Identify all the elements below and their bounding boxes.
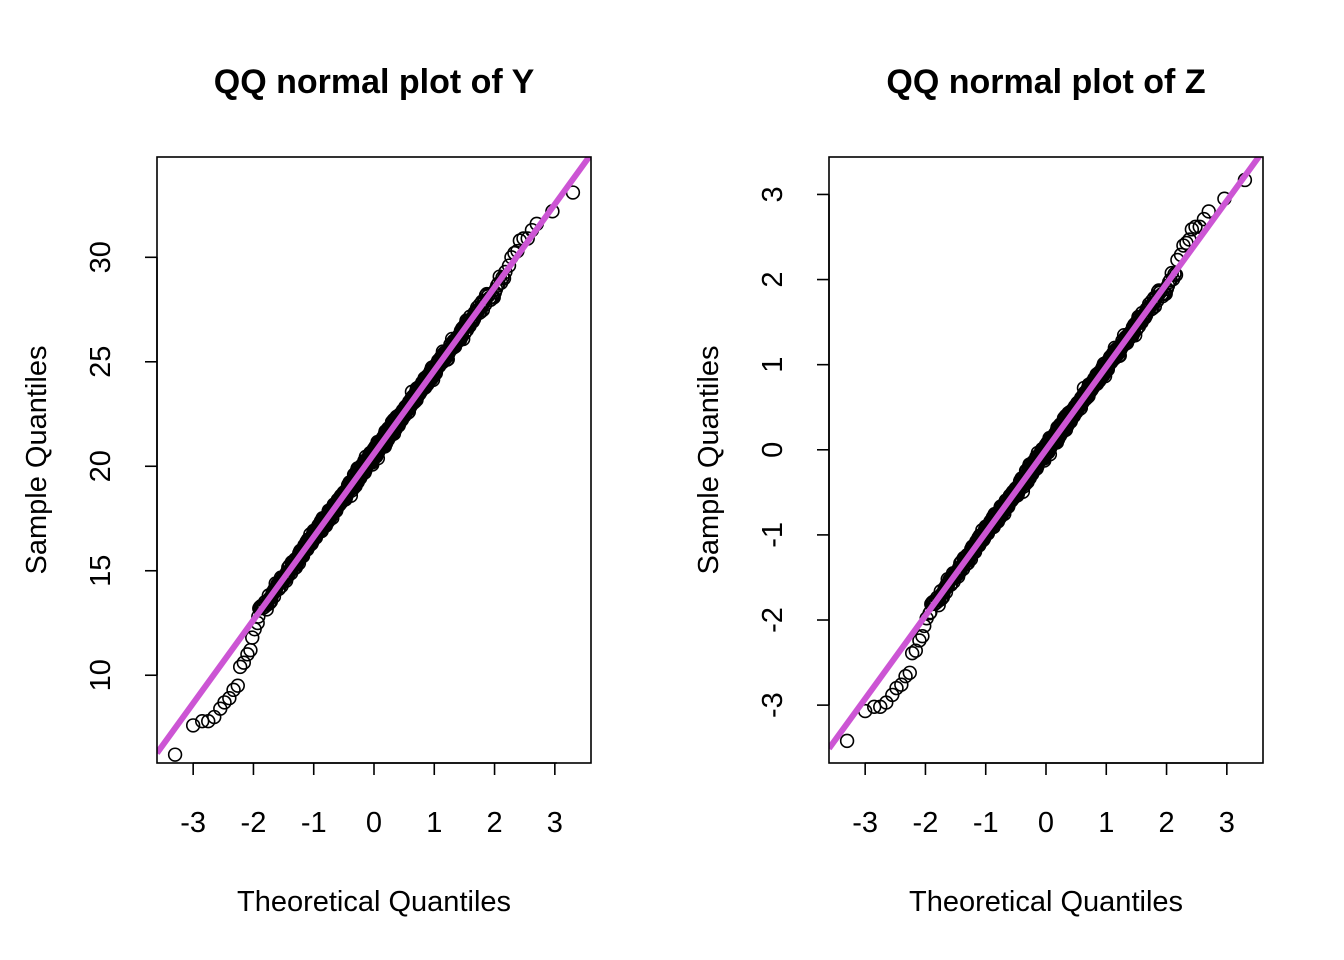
- x-tick-label: -1: [301, 807, 327, 839]
- x-axis: -3 -2 -1 0 1 2 3: [852, 762, 1235, 839]
- data-point: [904, 646, 920, 661]
- data-point: [236, 655, 252, 670]
- data-point: [915, 628, 930, 644]
- y-tick-label: 0: [757, 442, 789, 458]
- chart-title: QQ normal plot of Y: [214, 63, 535, 101]
- plot-area: -3 -2 -1 0 1 2 3 -3 -2 -1 0 1 2 3: [757, 156, 1264, 839]
- y-tick-label: 1: [757, 357, 789, 373]
- x-tick-label: 2: [1158, 807, 1174, 839]
- data-point: [243, 642, 258, 658]
- data-point: [902, 665, 917, 680]
- data-point: [232, 659, 248, 675]
- y-tick-label: -2: [757, 607, 789, 633]
- x-axis-label: Theoretical Quantiles: [237, 886, 511, 918]
- y-axis: -3 -2 -1 0 1 2 3: [757, 186, 830, 718]
- x-tick-label: 1: [1098, 807, 1114, 839]
- chart-title: QQ normal plot of Z: [886, 63, 1205, 101]
- data-point: [912, 633, 927, 648]
- data-point: [898, 668, 913, 684]
- y-tick-label: -3: [757, 692, 789, 718]
- data-point: [245, 630, 260, 645]
- y-axis: 10 15 20 25 30: [85, 241, 158, 691]
- x-axis-label: Theoretical Quantiles: [909, 886, 1183, 918]
- data-point: [222, 691, 237, 706]
- y-tick-label: 30: [85, 241, 117, 273]
- x-tick-label: 0: [366, 807, 382, 839]
- sample-points: [839, 172, 1253, 749]
- data-point: [167, 747, 183, 762]
- data-point: [217, 695, 232, 710]
- data-point: [240, 647, 255, 662]
- plot-area: -3 -2 -1 0 1 2 3 10 15 20 25 30: [85, 156, 592, 839]
- x-tick-label: -3: [180, 807, 206, 839]
- qq-reference-line: [829, 157, 1263, 751]
- x-tick-label: -3: [852, 807, 878, 839]
- x-axis: -3 -2 -1 0 1 2 3: [180, 762, 563, 839]
- x-tick-label: -2: [913, 807, 939, 839]
- data-point: [1201, 204, 1216, 219]
- data-point: [230, 678, 245, 693]
- data-point: [908, 643, 923, 658]
- y-tick-label: -1: [757, 522, 789, 548]
- y-tick-label: 10: [85, 659, 117, 691]
- y-tick-label: 15: [85, 555, 117, 587]
- data-point: [839, 733, 855, 749]
- y-tick-label: 2: [757, 271, 789, 287]
- y-tick-label: 25: [85, 346, 117, 378]
- data-point: [1188, 219, 1203, 234]
- qq-panel-y: QQ normal plot of Y Theoretical Quantile…: [21, 63, 592, 918]
- y-tick-label: 20: [85, 450, 117, 482]
- y-tick-label: 3: [757, 186, 789, 202]
- data-point: [185, 718, 201, 733]
- x-tick-label: -2: [241, 807, 267, 839]
- data-point: [226, 682, 241, 698]
- y-axis-label: Sample Quantiles: [693, 346, 725, 575]
- data-point: [1184, 222, 1200, 237]
- x-tick-label: 3: [547, 807, 563, 839]
- y-axis-label: Sample Quantiles: [21, 346, 53, 575]
- x-tick-label: 2: [486, 807, 502, 839]
- qq-panel-z: QQ normal plot of Z Theoretical Quantile…: [693, 63, 1264, 918]
- x-tick-label: 0: [1038, 807, 1054, 839]
- qq-reference-line: [157, 157, 591, 755]
- x-tick-label: 3: [1219, 807, 1235, 839]
- sample-points: [167, 185, 581, 762]
- x-tick-label: -1: [973, 807, 999, 839]
- x-tick-label: 1: [426, 807, 442, 839]
- data-point: [894, 677, 909, 692]
